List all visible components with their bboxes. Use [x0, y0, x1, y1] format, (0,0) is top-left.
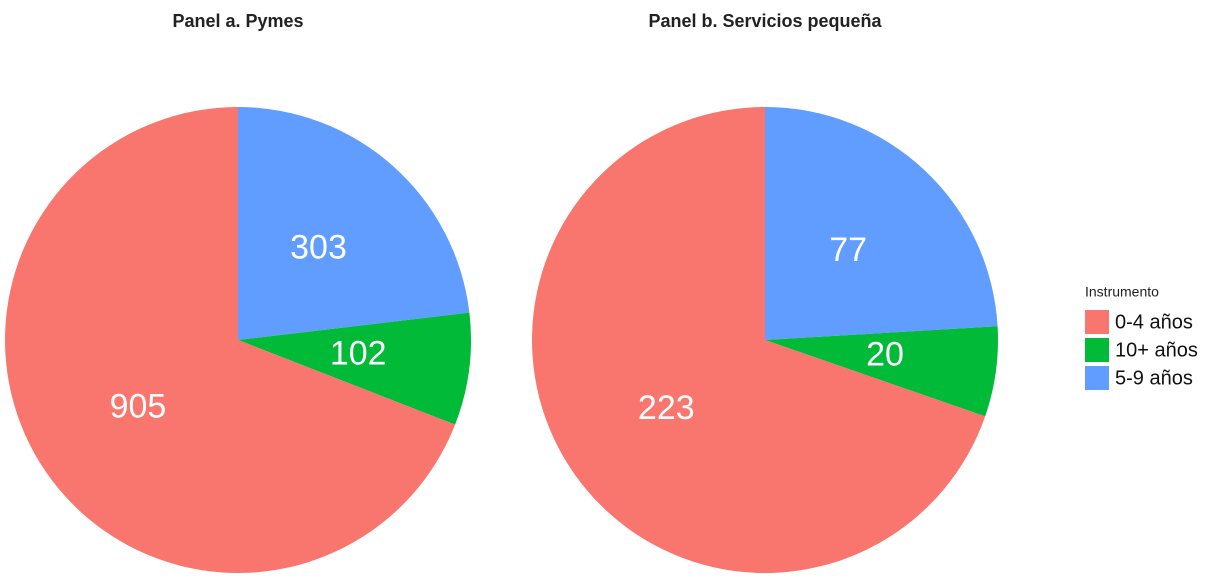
legend-key	[1085, 366, 1109, 390]
chart-title: Panel a. Pymes	[172, 11, 303, 31]
data-label: 303	[290, 228, 347, 266]
legend-title: Instrumento	[1085, 284, 1159, 300]
legend-label: 5-9 años	[1115, 367, 1193, 389]
data-label: 905	[110, 387, 167, 425]
legend-label: 0-4 años	[1115, 311, 1193, 333]
data-label: 223	[638, 389, 695, 427]
data-label: 20	[866, 336, 904, 374]
pie-slice	[238, 107, 470, 340]
data-label: 77	[829, 231, 867, 269]
pie-slice	[765, 107, 998, 340]
data-label: 102	[330, 334, 387, 372]
legend-key	[1085, 338, 1109, 362]
legend-key	[1085, 310, 1109, 334]
pie-slice	[765, 326, 998, 417]
pie-slice	[238, 312, 471, 425]
pie-slice	[4, 107, 456, 573]
legend-label: 10+ años	[1115, 339, 1198, 361]
pie-slice	[532, 107, 986, 573]
chart-title: Panel b. Servicios pequeña	[648, 11, 882, 31]
